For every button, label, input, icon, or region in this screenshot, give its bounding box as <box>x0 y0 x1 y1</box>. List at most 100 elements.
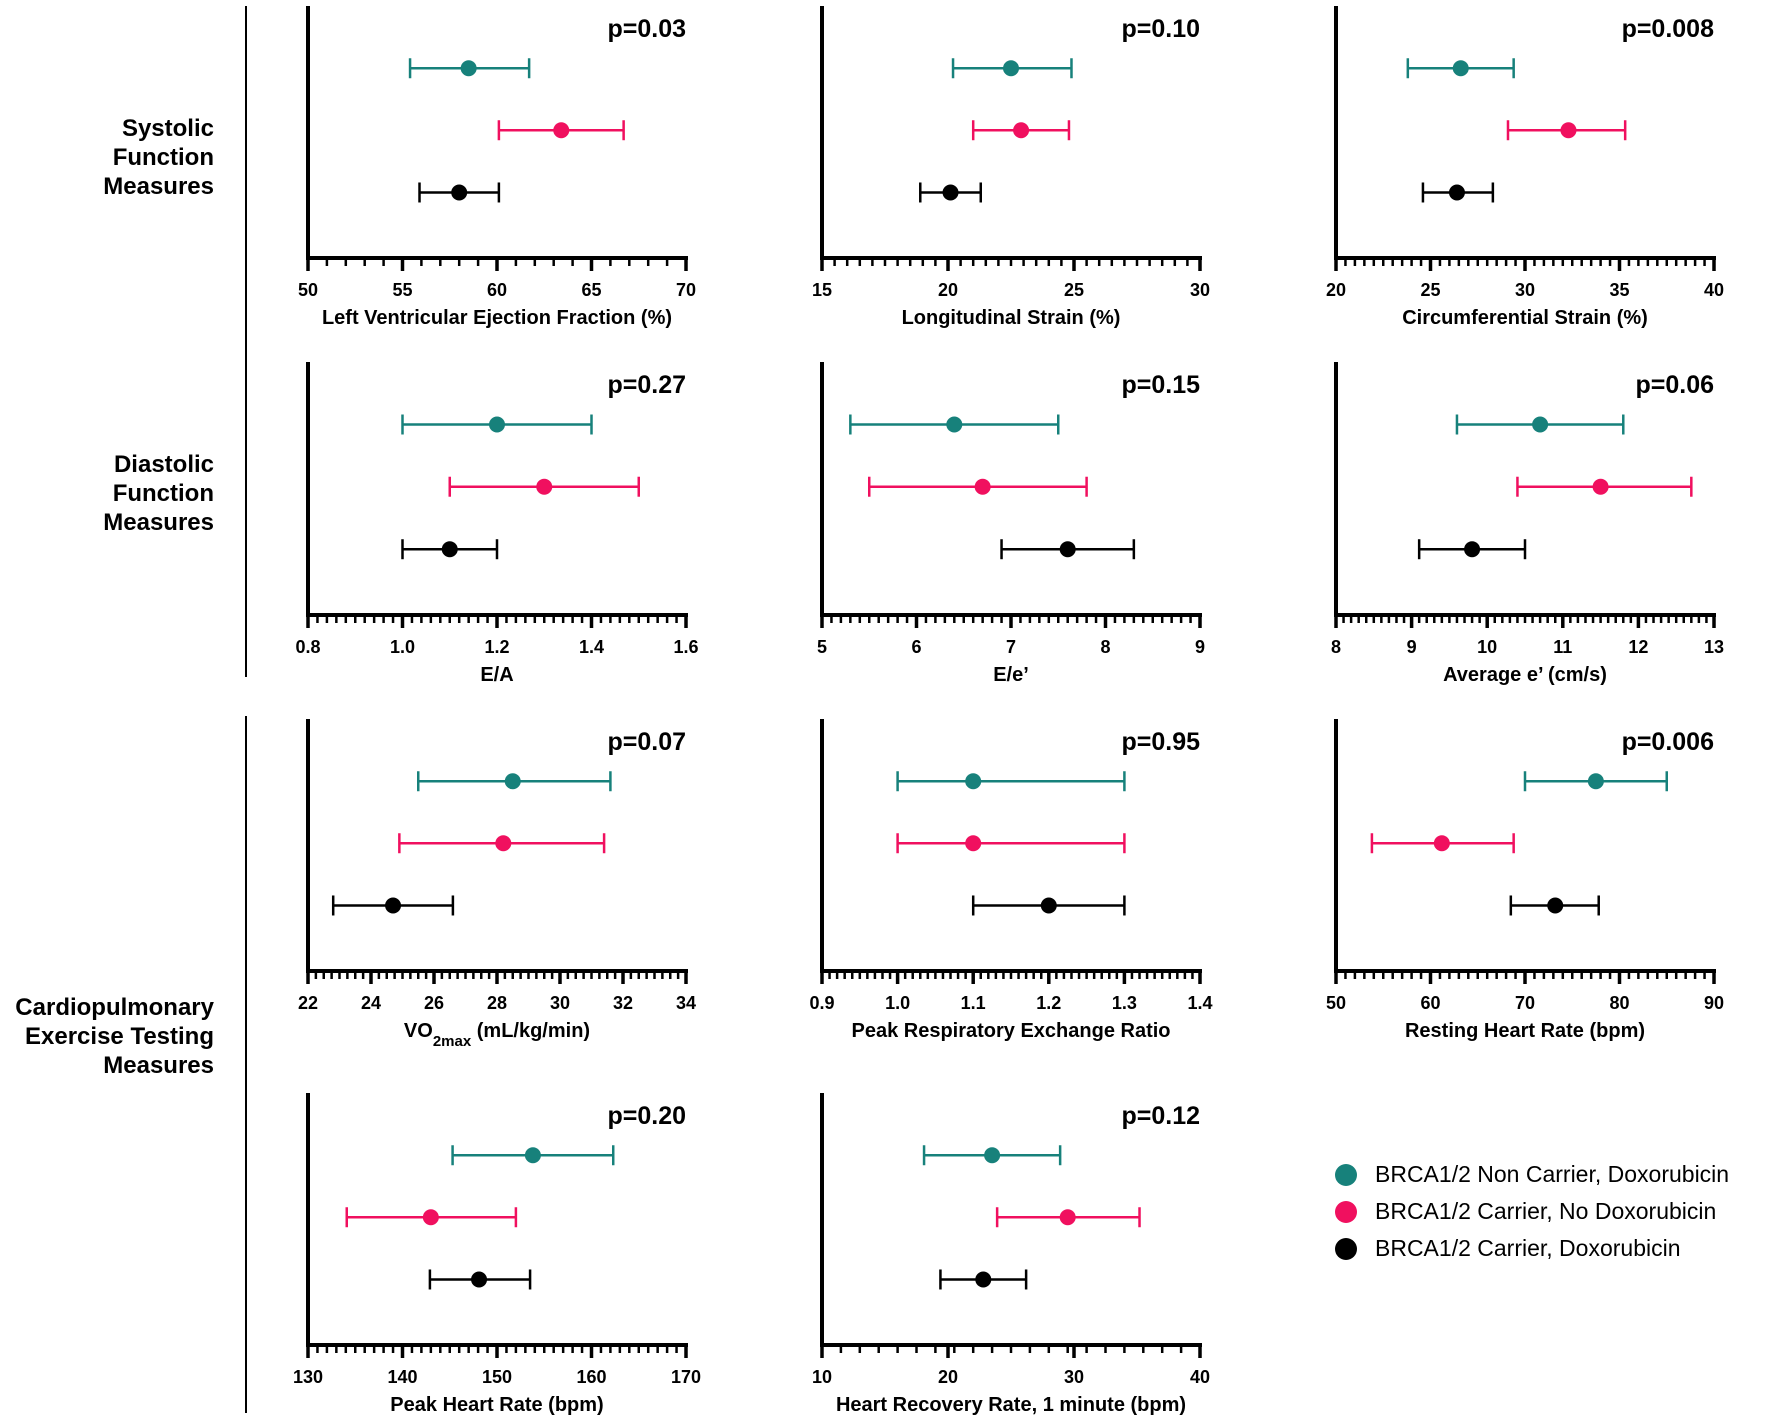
p-value-label: p=0.27 <box>607 371 686 399</box>
group-label-line: Function <box>113 480 214 507</box>
tick-label: 1.3 <box>1112 993 1137 1013</box>
group-label-line: Function <box>113 144 214 171</box>
x-axis-label: Peak Heart Rate (bpm) <box>390 1394 603 1416</box>
tick-label: 1.1 <box>961 993 986 1013</box>
legend-item-non-carrier-dox: BRCA1/2 Non Carrier, Doxorubicin <box>1330 1156 1729 1193</box>
panel-8: 0.9 1.0 1.1 1.2 1.3 1.4 Peak Respiratory Excha… <box>809 719 1213 1042</box>
x-axis-label-subscript: 2max <box>433 1033 472 1050</box>
tick-label: 1.0 <box>390 637 415 657</box>
tick-label: 60 <box>1420 993 1440 1013</box>
error-bar-carrier_no_dox <box>1516 476 1693 497</box>
p-value-label: p=0.07 <box>607 728 686 756</box>
p-value-label: p=0.03 <box>607 15 686 43</box>
tick-label: 22 <box>298 993 318 1013</box>
tick-label: 7 <box>1006 637 1016 657</box>
tick-label: 1.2 <box>1036 993 1061 1013</box>
tick-label: 90 <box>1704 993 1724 1013</box>
mean-point <box>471 1271 488 1288</box>
legend-marker-icon <box>1335 1163 1357 1186</box>
mean-point <box>451 184 468 201</box>
error-bar-carrier_no_dox <box>448 476 640 497</box>
p-value-label: p=0.20 <box>607 1102 686 1130</box>
x-axis-label: Average e’ (cm/s) <box>1443 664 1607 686</box>
mean-point <box>536 478 553 495</box>
tick-label: 1.2 <box>484 637 509 657</box>
x-axis-label: Peak Respiratory Exchange Ratio <box>851 1020 1170 1042</box>
tick-label: 0.9 <box>809 993 834 1013</box>
tick-label: 40 <box>1704 280 1724 300</box>
mean-point <box>946 416 963 433</box>
error-bar-carrier_dox <box>1509 895 1600 916</box>
error-bar-non_carrier_dox <box>922 1145 1062 1166</box>
x-axis-label: Left Ventricular Ejection Fraction (%) <box>322 307 672 329</box>
error-bar-non_carrier_dox <box>951 58 1073 79</box>
error-bar-carrier_dox <box>428 1269 532 1290</box>
mean-point <box>441 541 458 558</box>
p-value-label: p=0.15 <box>1121 371 1200 399</box>
error-bar-non_carrier_dox <box>1455 414 1625 435</box>
error-bar-carrier_no_dox <box>1370 833 1515 854</box>
mean-point <box>1464 541 1481 558</box>
p-value-label: p=0.008 <box>1622 15 1715 43</box>
error-bar-carrier_dox <box>1421 182 1495 203</box>
error-bar-non_carrier_dox <box>1523 771 1668 792</box>
mean-point <box>965 835 982 852</box>
error-bar-carrier_dox <box>919 182 983 203</box>
mean-point <box>1587 773 1604 790</box>
mean-point <box>422 1209 439 1226</box>
error-bar-non_carrier_dox <box>849 414 1060 435</box>
panel-6: 8 9 10 11 12 13 Average e’ (cm/s) p=0.06 <box>1331 362 1724 686</box>
mean-point <box>1532 416 1549 433</box>
tick-label: 1.4 <box>1187 993 1212 1013</box>
tick-label: 1.6 <box>673 637 698 657</box>
error-bar-non_carrier_dox <box>417 771 612 792</box>
error-bar-non_carrier_dox <box>896 771 1126 792</box>
error-bar-carrier_no_dox <box>896 833 1126 854</box>
tick-label: 10 <box>812 1367 832 1387</box>
error-bar-non_carrier_dox <box>401 414 593 435</box>
mean-point <box>1592 478 1609 495</box>
error-bar-carrier_dox <box>1000 539 1136 560</box>
mean-point <box>1040 897 1057 914</box>
tick-label: 20 <box>938 1367 958 1387</box>
x-axis-label-rest: (mL/kg/min) <box>471 1020 590 1042</box>
mean-point <box>553 122 570 139</box>
x-axis-label: VO2max (mL/kg/min) <box>404 1020 590 1050</box>
error-bar-carrier_no_dox <box>345 1207 518 1228</box>
tick-label: 130 <box>293 1367 323 1387</box>
p-value-label: p=0.12 <box>1121 1102 1200 1130</box>
panel-4: 0.8 1.0 1.2 1.4 1.6 E/A p=0.27 <box>295 362 699 686</box>
tick-label: 20 <box>938 280 958 300</box>
tick-label: 30 <box>550 993 570 1013</box>
tick-label: 8 <box>1100 637 1110 657</box>
panel-2: 15 20 25 30 Longitudinal Strain (%) p=0.10 <box>812 6 1210 329</box>
tick-label: 26 <box>424 993 444 1013</box>
mean-point <box>1059 541 1076 558</box>
group-label-line: Measures <box>103 509 214 536</box>
legend-marker-icon <box>1335 1200 1357 1223</box>
group-label-line: Exercise Testing <box>25 1023 214 1050</box>
error-bar-carrier_no_dox <box>995 1207 1141 1228</box>
error-bar-carrier_no_dox <box>1506 120 1627 141</box>
tick-label: 24 <box>361 993 381 1013</box>
tick-label: 150 <box>482 1367 512 1387</box>
group-label-line: Measures <box>103 1052 214 1079</box>
x-axis-label: E/A <box>480 664 513 686</box>
tick-label: 28 <box>487 993 507 1013</box>
error-bar-carrier_dox <box>1417 539 1527 560</box>
legend-label: BRCA1/2 Carrier, No Doxorubicin <box>1375 1198 1717 1224</box>
panel-5: 5 6 7 8 9 E/e’ p=0.15 <box>817 362 1205 686</box>
group-label-line: Systolic <box>122 115 214 142</box>
tick-label: 10 <box>1477 637 1497 657</box>
mean-point <box>965 773 982 790</box>
tick-label: 20 <box>1326 280 1346 300</box>
mean-point <box>495 835 512 852</box>
tick-label: 50 <box>1326 993 1346 1013</box>
tick-label: 55 <box>392 280 412 300</box>
mean-point <box>1433 835 1450 852</box>
tick-label: 32 <box>613 993 633 1013</box>
tick-label: 6 <box>911 637 921 657</box>
x-axis-label: Heart Recovery Rate, 1 minute (bpm) <box>836 1394 1186 1416</box>
